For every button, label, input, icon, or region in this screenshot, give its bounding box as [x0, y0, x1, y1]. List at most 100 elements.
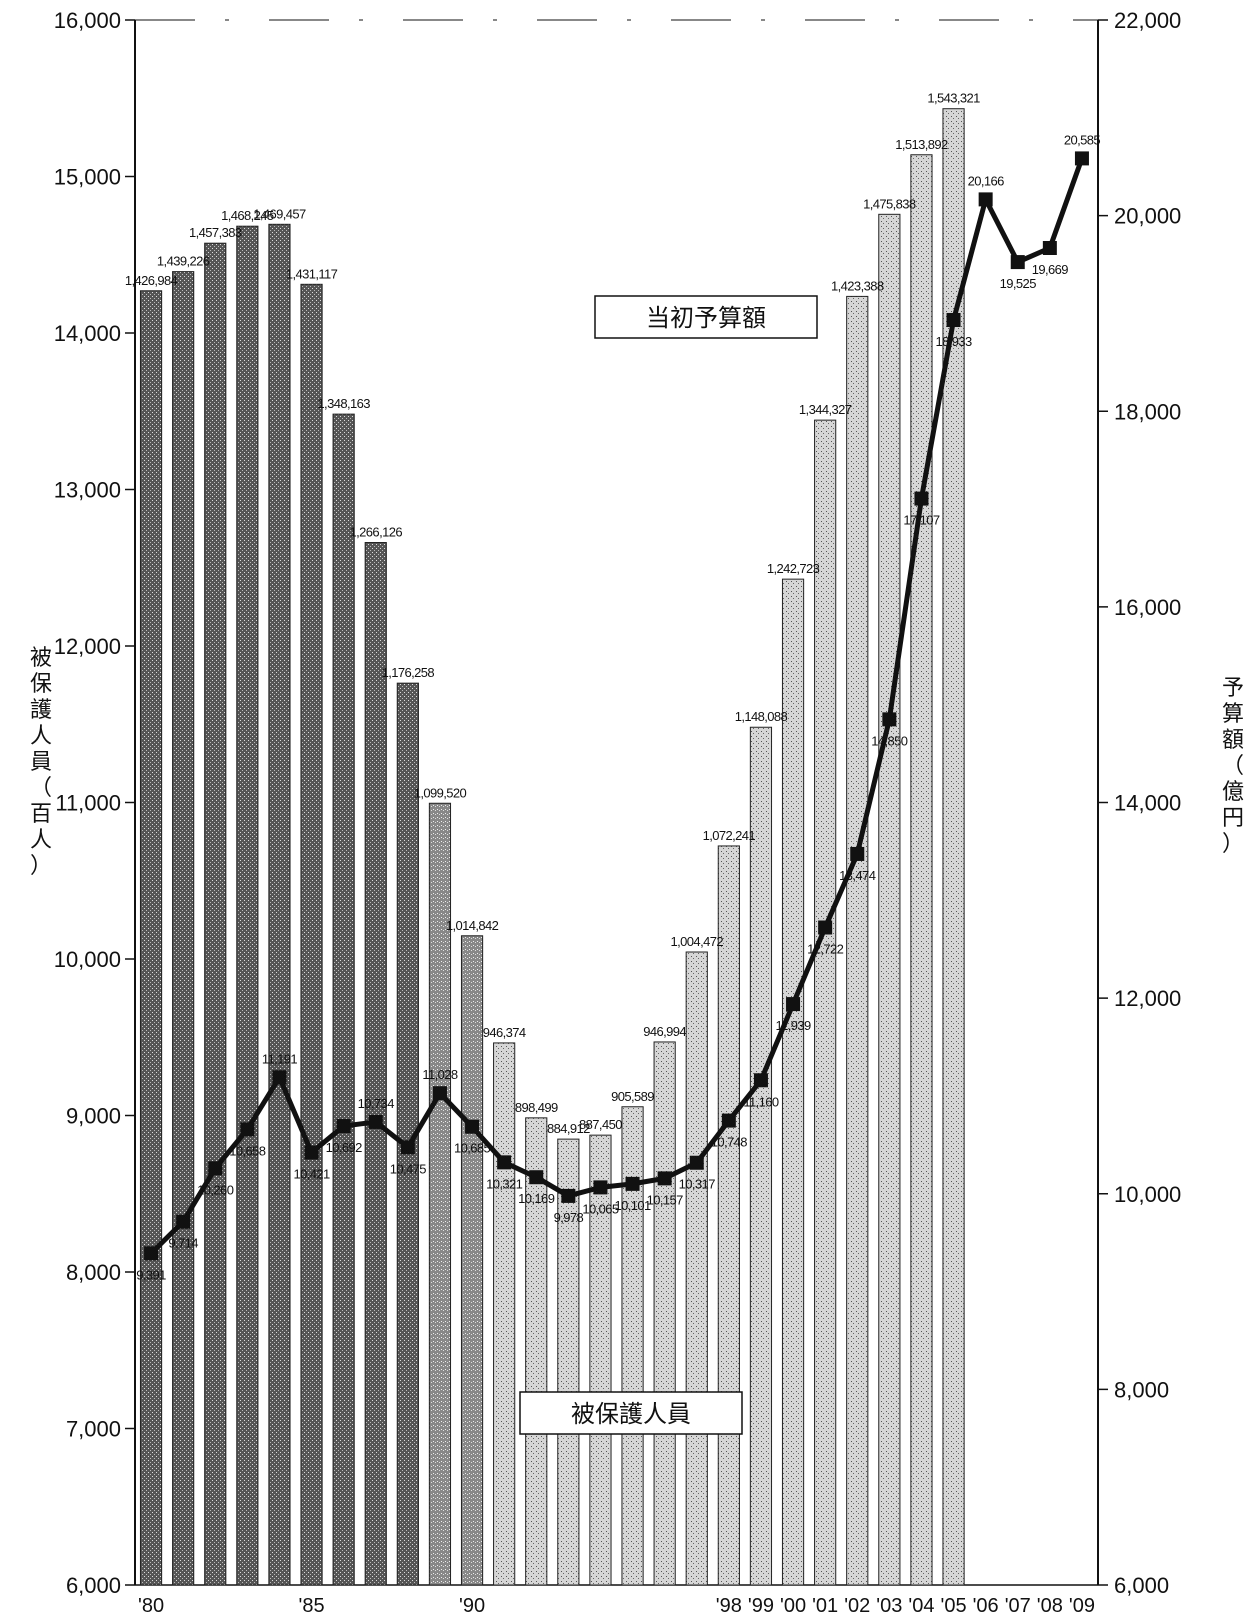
budget-marker-90 — [465, 1119, 480, 1134]
budget-label-05: 18,933 — [935, 334, 972, 349]
budget-marker-91 — [497, 1155, 512, 1170]
left-tick-label-7: 13,000 — [54, 478, 121, 503]
budget-marker-05 — [946, 312, 961, 327]
x-tick-label-18: '98 — [716, 1595, 742, 1617]
budget-label-84: 11,191 — [262, 1051, 298, 1066]
bar-90 — [460, 935, 484, 1586]
right-axis: 6,000 8,000 10,000 12,000 14,000 16,000 18,000… — [1098, 8, 1181, 1598]
budget-marker-83 — [240, 1122, 255, 1137]
x-tick-label-20: '00 — [780, 1595, 806, 1617]
bar-label-89: 1,099,520 — [414, 785, 467, 800]
x-tick-label-21: '01 — [812, 1595, 838, 1617]
budget-marker-88 — [400, 1140, 415, 1155]
bar-label-81: 1,439,226 — [157, 254, 210, 269]
x-tick-label-23: '03 — [876, 1595, 902, 1617]
budget-label-90: 10,685 — [454, 1141, 491, 1156]
bar-04 — [910, 154, 933, 1586]
left-axis: 6,000 7,000 8,000 9,000 10,000 11,000 12,000 13… — [54, 8, 135, 1598]
legend-budget-label: 当初予算額 — [646, 304, 766, 332]
budget-label-94: 10,065 — [582, 1201, 619, 1216]
bar-05 — [942, 108, 965, 1586]
left-tick-label-5: 11,000 — [55, 791, 121, 816]
budget-marker-04 — [914, 491, 929, 506]
x-tick-label-25: '05 — [941, 1595, 967, 1617]
bar-label-86: 1,348,163 — [317, 396, 370, 411]
left-tick-label-2: 8,000 — [66, 1260, 121, 1285]
bar-label-83: 1,468,245 — [221, 208, 274, 223]
left-tick-label-1: 7,000 — [66, 1417, 121, 1442]
budget-marker-85 — [304, 1145, 319, 1160]
budget-label-01: 12,722 — [807, 942, 844, 957]
legend-budget: 当初予算額 — [594, 295, 818, 339]
budget-marker-82 — [208, 1161, 223, 1176]
bar-81 — [172, 271, 195, 1586]
left-tick-label-4: 10,000 — [54, 947, 121, 972]
bar-92 — [525, 1117, 548, 1586]
bar-label-95: 905,589 — [611, 1089, 654, 1104]
bar-84 — [268, 223, 291, 1586]
budget-label-09: 20,585 — [1064, 132, 1101, 147]
bar-label-85: 1,431,117 — [286, 266, 338, 281]
budget-label-07: 19,525 — [1000, 276, 1037, 291]
budget-label-87: 10,734 — [358, 1096, 395, 1111]
line-series — [144, 151, 1089, 1261]
bar-97 — [685, 951, 708, 1586]
budget-marker-09 — [1074, 151, 1089, 166]
right-axis-title: 予算額（億円） — [1222, 676, 1244, 857]
left-tick-label-8: 14,000 — [54, 321, 121, 346]
bar-03 — [878, 213, 901, 1586]
budget-label-03: 14,850 — [871, 733, 908, 748]
budget-label-00: 11,939 — [775, 1018, 811, 1033]
budget-marker-06 — [978, 192, 993, 207]
budget-marker-99 — [753, 1073, 768, 1088]
budget-marker-95 — [625, 1176, 640, 1191]
budget-marker-98 — [721, 1113, 736, 1128]
bar-93 — [557, 1138, 580, 1586]
budget-marker-84 — [272, 1070, 287, 1085]
bar-label-03: 1,475,838 — [863, 196, 916, 211]
budget-label-96: 10,157 — [647, 1192, 684, 1207]
budget-marker-07 — [1010, 255, 1025, 270]
budget-marker-02 — [850, 846, 865, 861]
x-tick-label-0: '80 — [138, 1595, 164, 1617]
budget-label-91: 10,321 — [486, 1176, 523, 1191]
x-tick-label-24: '04 — [908, 1595, 934, 1617]
bar-00 — [781, 578, 805, 1586]
bar-label-98: 1,072,241 — [703, 828, 756, 843]
x-tick-label-5: '85 — [299, 1595, 325, 1617]
bar-02 — [846, 295, 869, 1586]
bar-label-01: 1,344,327 — [799, 402, 852, 417]
bar-label-97: 1,004,472 — [671, 934, 724, 949]
right-tick-label-5: 16,000 — [1114, 595, 1181, 620]
left-tick-label-3: 9,000 — [66, 1104, 121, 1129]
line-data-labels: 9,391 9,714 10,260 10,658 11,191 10,421 10,692… — [136, 132, 1101, 1282]
budget-label-97: 10,317 — [679, 1177, 716, 1192]
right-tick-label-2: 10,000 — [1114, 1182, 1181, 1207]
budget-marker-80 — [144, 1246, 159, 1261]
bar-86 — [332, 413, 355, 1586]
left-axis-title: 被保護人員（百人） — [30, 646, 52, 879]
bar-label-80: 1,426,984 — [125, 273, 178, 288]
bar-label-91: 946,374 — [483, 1025, 526, 1040]
right-tick-label-8: 22,000 — [1114, 8, 1181, 33]
bar-label-99: 1,148,088 — [735, 709, 788, 724]
budget-label-80: 9,391 — [136, 1267, 166, 1282]
budget-marker-93 — [561, 1188, 576, 1203]
right-tick-label-0: 6,000 — [1114, 1573, 1169, 1598]
bar-label-02: 1,423,388 — [831, 278, 884, 293]
bar-94 — [589, 1134, 612, 1586]
bar-label-94: 887,450 — [579, 1117, 622, 1132]
bar-80 — [139, 290, 163, 1586]
bar-95 — [621, 1106, 644, 1586]
budget-marker-00 — [786, 997, 801, 1012]
bar-label-88: 1,176,258 — [382, 665, 435, 680]
budget-label-93: 9,978 — [554, 1210, 584, 1225]
budget-label-86: 10,692 — [326, 1140, 363, 1155]
bar-96 — [653, 1041, 676, 1586]
x-axis: '80 '85 '90 '98 '99 '00 '01 '02 '03 '04 '05 '06 '07 '… — [138, 1595, 1095, 1617]
x-tick-label-26: '06 — [973, 1595, 999, 1617]
budget-marker-81 — [176, 1214, 191, 1229]
budget-label-82: 10,260 — [197, 1182, 234, 1197]
x-tick-label-27: '07 — [1005, 1595, 1031, 1617]
bar-label-82: 1,457,383 — [189, 225, 242, 240]
